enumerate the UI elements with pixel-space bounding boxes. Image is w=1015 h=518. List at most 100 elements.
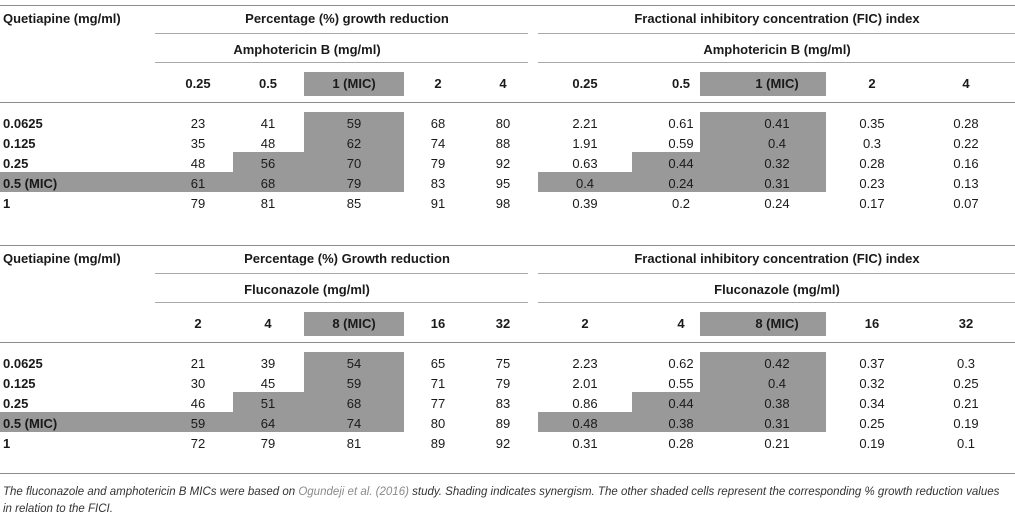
fic-concentration-header: 2	[581, 316, 589, 331]
row-label: 0.25	[3, 156, 29, 171]
synergy-shading	[538, 172, 632, 192]
fic-value-cell: 2.01	[572, 376, 598, 391]
fic-value-cell: 0.4	[575, 176, 595, 191]
growth-value-cell: 45	[260, 376, 276, 391]
growth-value-cell: 46	[190, 396, 206, 411]
growth-value-cell: 83	[430, 176, 446, 191]
growth-value-cell: 51	[260, 396, 276, 411]
left-group-rule	[155, 273, 528, 274]
row-header: Quetiapine (mg/ml)	[3, 11, 121, 26]
fic-concentration-header: 4	[962, 76, 970, 91]
fic-concentration-header: 4	[677, 316, 685, 331]
growth-concentration-header: 2	[194, 316, 202, 331]
fic-value-cell: 0.42	[764, 356, 790, 371]
fic-value-cell: 0.61	[668, 116, 694, 131]
growth-value-cell: 59	[346, 116, 362, 131]
growth-value-cell: 92	[495, 156, 511, 171]
synergy-shading	[304, 352, 404, 432]
row-label: 1	[3, 436, 11, 451]
growth-concentration-header: 2	[434, 76, 442, 91]
row-label: 0.5 (MIC)	[3, 416, 58, 431]
fic-value-cell: 0.25	[859, 416, 885, 431]
fic-concentration-header: 0.5	[671, 76, 691, 91]
growth-concentration-header: 0.5	[258, 76, 278, 91]
growth-value-cell: 54	[346, 356, 362, 371]
footnote-citation-link[interactable]: Ogundeji et al. (2016)	[298, 486, 409, 498]
fic-concentration-header: 2	[868, 76, 876, 91]
left-drug-rule	[155, 62, 528, 63]
fic-value-cell: 0.63	[572, 156, 598, 171]
fic-concentration-header: 16	[864, 316, 880, 331]
synergy-shading	[700, 312, 826, 336]
synergy-shading	[632, 392, 700, 432]
growth-concentration-header: 1 (MIC)	[332, 76, 376, 91]
fic-concentration-header: 32	[958, 316, 974, 331]
fic-value-cell: 0.35	[859, 116, 885, 131]
growth-value-cell: 68	[430, 116, 446, 131]
fic-value-cell: 0.28	[668, 436, 694, 451]
synergy-shading	[233, 392, 304, 432]
right-group-rule	[538, 33, 1015, 34]
right-drug-rule	[538, 302, 1015, 303]
fic-value-cell: 0.17	[859, 196, 885, 211]
growth-value-cell: 79	[430, 156, 446, 171]
footnote-text-end: study. Shading indicates synergism. The …	[3, 486, 1000, 515]
growth-value-cell: 48	[190, 156, 206, 171]
growth-value-cell: 41	[260, 116, 276, 131]
synergy-shading	[632, 152, 700, 192]
fic-drug-header: Fluconazole (mg/ml)	[714, 282, 840, 297]
growth-value-cell: 81	[260, 196, 276, 211]
growth-value-cell: 68	[346, 396, 362, 411]
growth-value-cell: 95	[495, 176, 511, 191]
fic-value-cell: 2.23	[572, 356, 598, 371]
growth-value-cell: 30	[190, 376, 206, 391]
synergy-shading	[233, 152, 304, 192]
growth-concentration-header: 4	[499, 76, 507, 91]
fic-value-cell: 0.31	[764, 176, 790, 191]
growth-value-cell: 80	[430, 416, 446, 431]
synergy-shading	[304, 72, 404, 96]
growth-value-cell: 72	[190, 436, 206, 451]
left-group-rule	[155, 33, 528, 34]
fic-value-cell: 0.41	[764, 116, 790, 131]
left-drug-rule	[155, 302, 528, 303]
growth-value-cell: 68	[260, 176, 276, 191]
row-label: 0.0625	[3, 356, 43, 371]
fic-value-cell: 0.28	[859, 156, 885, 171]
fic-value-cell: 0.38	[764, 396, 790, 411]
fic-concentration-header: 0.25	[572, 76, 598, 91]
growth-value-cell: 35	[190, 136, 206, 151]
fic-drug-header: Amphotericin B (mg/ml)	[703, 42, 851, 57]
fic-concentration-header: 1 (MIC)	[755, 76, 799, 91]
growth-value-cell: 91	[430, 196, 446, 211]
growth-concentration-header: 16	[430, 316, 446, 331]
synergy-shading	[700, 112, 826, 192]
fic-value-cell: 0.21	[764, 436, 790, 451]
growth-value-cell: 71	[430, 376, 446, 391]
fic-value-cell: 0.2	[671, 196, 691, 211]
fic-value-cell: 0.62	[668, 356, 694, 371]
fic-value-cell: 0.48	[572, 416, 598, 431]
growth-value-cell: 98	[495, 196, 511, 211]
fic-value-cell: 0.24	[764, 196, 790, 211]
fic-value-cell: 0.31	[764, 416, 790, 431]
synergy-shading	[0, 412, 233, 432]
growth-value-cell: 64	[260, 416, 276, 431]
growth-value-cell: 74	[346, 416, 362, 431]
row-label: 0.25	[3, 396, 29, 411]
fic-value-cell: 0.32	[764, 156, 790, 171]
growth-value-cell: 21	[190, 356, 206, 371]
fic-value-cell: 0.32	[859, 376, 885, 391]
fic-value-cell: 0.23	[859, 176, 885, 191]
growth-value-cell: 92	[495, 436, 511, 451]
fic-value-cell: 0.31	[572, 436, 598, 451]
fic-value-cell: 0.44	[668, 396, 694, 411]
synergy-shading	[700, 72, 826, 96]
section-top-rule	[0, 5, 1015, 6]
fic-value-cell: 0.3	[956, 356, 976, 371]
section-header-rule	[0, 342, 1015, 343]
fic-value-cell: 0.55	[668, 376, 694, 391]
fic-value-cell: 0.19	[859, 436, 885, 451]
growth-value-cell: 79	[260, 436, 276, 451]
